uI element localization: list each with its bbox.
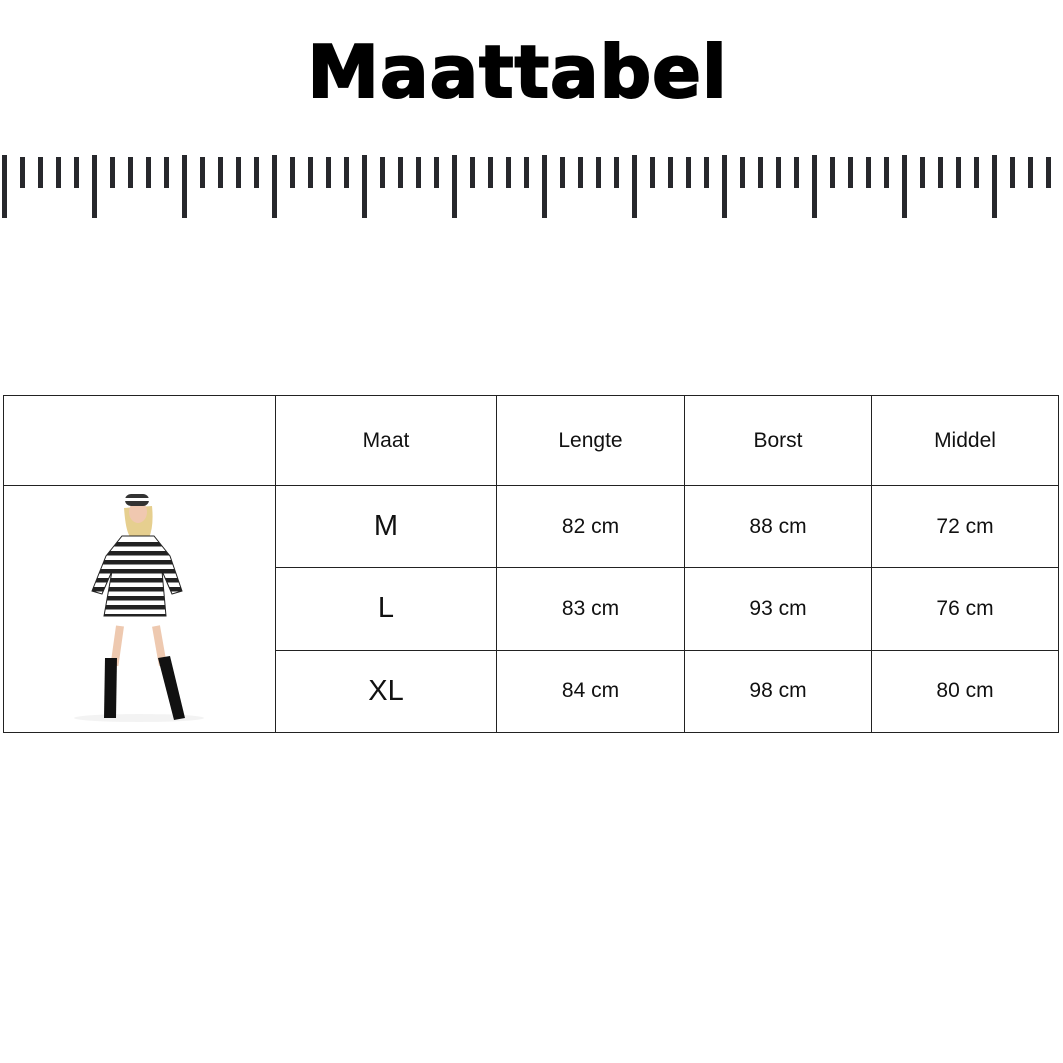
ruler-minor-tick (200, 157, 205, 188)
ruler-major-tick (452, 155, 457, 218)
ruler-major-tick (272, 155, 277, 218)
product-image-cell (3, 485, 276, 733)
ruler-minor-tick (650, 157, 655, 188)
ruler-minor-tick (956, 157, 961, 188)
ruler-minor-tick (758, 157, 763, 188)
table-row: M 82 cm 88 cm 72 cm (3, 484, 1059, 733)
size-table: Maat Lengte Borst Middel M 82 cm 88 cm 7… (3, 395, 1059, 734)
cell-lengte: 82 cm (496, 484, 685, 569)
ruler-minor-tick (20, 157, 25, 188)
table-row: L 83 cm 93 cm 76 cm (4, 567, 1059, 651)
cell-borst: 93 cm (684, 567, 872, 651)
header-lengte: Lengte (496, 395, 685, 486)
ruler-minor-tick (488, 157, 493, 188)
ruler-major-tick (542, 155, 547, 218)
ruler-minor-tick (920, 157, 925, 188)
ruler-minor-tick (884, 157, 889, 188)
ruler-minor-tick (398, 157, 403, 188)
ruler-minor-tick (506, 157, 511, 188)
ruler-minor-tick (146, 157, 151, 188)
ruler-minor-tick (326, 157, 331, 188)
ruler-minor-tick (416, 157, 421, 188)
ruler-minor-tick (236, 157, 241, 188)
cell-borst: 88 cm (684, 484, 872, 569)
ruler-minor-tick (290, 157, 295, 188)
header-middel: Middel (871, 395, 1059, 486)
cell-middel: 76 cm (871, 567, 1059, 651)
ruler-major-tick (2, 155, 7, 218)
page-title: Maattabel (306, 29, 728, 115)
ruler-major-tick (632, 155, 637, 218)
ruler-major-tick (182, 155, 187, 218)
ruler-minor-tick (776, 157, 781, 188)
ruler-minor-tick (1010, 157, 1015, 188)
ruler-minor-tick (596, 157, 601, 188)
cell-maat: XL (275, 649, 497, 734)
ruler-major-tick (722, 155, 727, 218)
ruler-minor-tick (434, 157, 439, 188)
ruler-minor-tick (74, 157, 79, 188)
ruler-minor-tick (866, 157, 871, 188)
header-borst: Borst (684, 395, 872, 486)
ruler-minor-tick (974, 157, 979, 188)
ruler-major-tick (362, 155, 367, 218)
cell-maat: M (275, 484, 497, 569)
ruler-minor-tick (110, 157, 115, 188)
ruler-minor-tick (38, 157, 43, 188)
ruler-minor-tick (218, 157, 223, 188)
header-maat: Maat (275, 395, 497, 486)
cell-lengte: 84 cm (496, 649, 685, 734)
cell-maat: L (275, 567, 497, 651)
ruler-minor-tick (830, 157, 835, 188)
ruler-minor-tick (578, 157, 583, 188)
ruler-minor-tick (128, 157, 133, 188)
ruler-minor-tick (560, 157, 565, 188)
ruler-graphic (2, 155, 1051, 218)
ruler-minor-tick (794, 157, 799, 188)
cell-lengte: 83 cm (496, 567, 685, 651)
ruler-minor-tick (938, 157, 943, 188)
ruler-minor-tick (1028, 157, 1033, 188)
table-header-row: Maat Lengte Borst Middel (3, 395, 1059, 486)
ruler-minor-tick (56, 157, 61, 188)
product-photo-striped-dress (74, 494, 204, 722)
ruler-minor-tick (848, 157, 853, 188)
ruler-minor-tick (704, 157, 709, 188)
ruler-minor-tick (686, 157, 691, 188)
ruler-major-tick (812, 155, 817, 218)
table-row: XL 84 cm 98 cm 80 cm (4, 649, 1059, 734)
ruler-minor-tick (1046, 157, 1051, 188)
header-image-cell (3, 395, 276, 486)
cell-borst: 98 cm (684, 649, 872, 734)
ruler-minor-tick (668, 157, 673, 188)
ruler-minor-tick (380, 157, 385, 188)
cell-middel: 72 cm (871, 484, 1059, 569)
ruler-minor-tick (164, 157, 169, 188)
ruler-minor-tick (524, 157, 529, 188)
ruler-minor-tick (308, 157, 313, 188)
ruler-minor-tick (740, 157, 745, 188)
ruler-minor-tick (344, 157, 349, 188)
ruler-minor-tick (254, 157, 259, 188)
ruler-major-tick (902, 155, 907, 218)
ruler-minor-tick (614, 157, 619, 188)
ruler-major-tick (992, 155, 997, 218)
ruler-minor-tick (470, 157, 475, 188)
cell-middel: 80 cm (871, 649, 1059, 734)
ruler-major-tick (92, 155, 97, 218)
